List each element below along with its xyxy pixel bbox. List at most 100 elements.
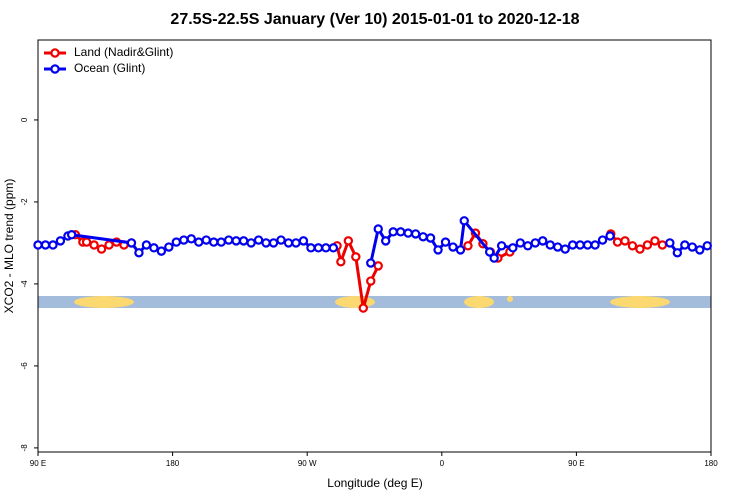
y-axis-label: XCO2 - MLO trend (ppm): [2, 179, 16, 314]
data-point: [523, 241, 533, 251]
data-point: [268, 238, 279, 248]
data-point: [253, 235, 264, 245]
data-point: [575, 240, 585, 250]
data-point: [291, 238, 301, 248]
data-point: [194, 237, 204, 247]
data-point: [48, 240, 58, 250]
data-point: [186, 234, 196, 244]
data-point: [484, 247, 495, 257]
data-point: [538, 236, 548, 246]
data-point: [560, 244, 570, 254]
data-point: [381, 236, 391, 246]
y-tick-label: -6: [20, 362, 29, 370]
data-point: [164, 242, 174, 252]
data-point: [425, 233, 436, 243]
data-point: [246, 238, 256, 248]
data-point: [620, 236, 630, 246]
data-point: [650, 236, 660, 246]
x-tick-label: 90 E: [30, 459, 46, 468]
land-patch: [507, 296, 513, 302]
data-point: [695, 245, 705, 255]
data-point: [149, 243, 159, 253]
data-point: [81, 237, 92, 247]
data-point: [433, 245, 443, 255]
land-patch: [610, 296, 670, 308]
data-point: [96, 244, 107, 254]
data-point: [702, 241, 712, 251]
data-point: [635, 244, 645, 254]
surface-mask: [38, 296, 711, 308]
x-tick-label: 0: [440, 459, 445, 468]
chart-title: 27.5S-22.5S January (Ver 10) 2015-01-01 …: [170, 11, 579, 28]
data-point: [179, 235, 189, 245]
data-point: [201, 235, 211, 245]
data-point: [545, 240, 555, 250]
data-point: [530, 238, 540, 248]
data-point: [276, 235, 286, 245]
data-point: [343, 236, 354, 246]
data-point: [567, 240, 578, 250]
data-point: [459, 216, 469, 226]
data-point: [223, 235, 234, 245]
data-point: [366, 258, 376, 268]
data-point: [553, 242, 563, 252]
data-point: [597, 235, 608, 245]
x-tick-label: 180: [704, 459, 718, 468]
data-point: [418, 232, 428, 242]
data-point: [687, 242, 698, 252]
data-point: [508, 243, 518, 253]
data-point: [261, 238, 271, 248]
data-point: [89, 240, 99, 250]
data-point: [395, 227, 406, 237]
data-point: [358, 303, 368, 313]
data-point: [582, 240, 593, 250]
data-point: [351, 252, 361, 262]
x-tick-label: 180: [166, 459, 180, 468]
data-point: [463, 241, 473, 251]
data-point: [104, 240, 114, 250]
x-tick-label: 90 E: [568, 459, 584, 468]
data-point: [366, 276, 376, 286]
data-point: [216, 237, 226, 247]
data-point: [209, 237, 219, 247]
y-tick-label: -2: [20, 198, 29, 206]
data-point: [665, 238, 675, 248]
data-point: [231, 236, 241, 246]
x-tick-label: 90 W: [298, 459, 317, 468]
y-tick-label: -4: [20, 280, 29, 288]
data-point: [134, 248, 144, 258]
legend-label: Land (Nadir&Glint): [74, 45, 173, 59]
data-point: [373, 261, 383, 271]
legend-marker: [50, 48, 60, 58]
data-point: [590, 240, 600, 250]
data-point: [156, 246, 167, 256]
data-point: [283, 238, 294, 248]
data-point: [448, 242, 458, 252]
data-point: [455, 245, 466, 255]
data-point: [336, 257, 346, 267]
data-point: [489, 253, 499, 263]
land-patch: [74, 296, 134, 308]
land-patch: [464, 296, 494, 308]
data-point: [321, 243, 331, 253]
data-point: [238, 236, 249, 246]
land-patch: [335, 296, 375, 308]
data-point: [680, 240, 690, 250]
data-point: [440, 237, 451, 247]
data-point: [410, 229, 421, 239]
data-point: [612, 237, 623, 247]
data-point: [33, 240, 43, 250]
data-point: [328, 243, 339, 253]
data-point: [672, 248, 683, 258]
data-point: [605, 231, 615, 241]
data-point: [515, 238, 526, 248]
data-point: [306, 243, 316, 253]
data-point: [40, 240, 51, 250]
data-point: [373, 224, 383, 234]
legend-label: Ocean (Glint): [74, 61, 145, 75]
data-point: [313, 243, 324, 253]
x-axis-label: Longitude (deg E): [327, 476, 422, 490]
data-point: [403, 228, 413, 238]
y-tick-label: 0: [20, 117, 29, 122]
